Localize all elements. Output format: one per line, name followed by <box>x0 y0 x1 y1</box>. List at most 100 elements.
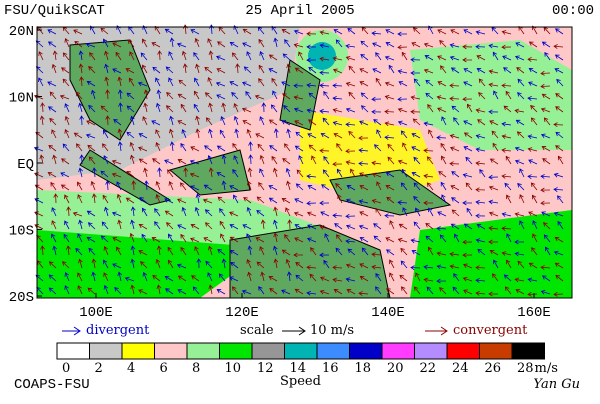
wind-arrow <box>359 237 369 243</box>
wind-arrow <box>491 130 499 139</box>
wind-arrow <box>207 154 213 165</box>
wind-arrow <box>154 221 161 230</box>
wind-arrow <box>503 67 512 74</box>
wind-arrow <box>48 274 57 282</box>
wind-arrow <box>100 235 109 243</box>
wind-arrow <box>440 181 447 191</box>
wind-arrow <box>488 82 499 88</box>
wind-arrow <box>294 237 304 243</box>
wind-arrow <box>177 120 187 126</box>
wind-arrow <box>345 263 356 269</box>
wind-arrow <box>47 29 57 35</box>
header-center: 25 April 2005 <box>245 3 354 19</box>
wind-arrow <box>387 143 395 152</box>
wind-arrow <box>40 245 45 256</box>
wind-arrow <box>359 211 369 217</box>
wind-arrow <box>130 219 135 230</box>
wind-arrow <box>103 38 109 48</box>
wind-arrow <box>345 148 356 154</box>
wind-arrow <box>195 63 200 74</box>
wind-arrow <box>52 245 58 256</box>
wind-arrow <box>117 128 123 139</box>
wind-arrow <box>219 220 226 230</box>
wind-arrow <box>100 27 109 35</box>
wind-arrow <box>294 145 304 152</box>
wind-arrow <box>51 220 57 230</box>
wind-arrow <box>373 119 382 126</box>
arrow-key <box>62 326 81 336</box>
land <box>168 149 251 196</box>
wind-arrow <box>117 76 123 87</box>
wind-arrow <box>309 273 317 282</box>
wind-arrow <box>180 182 187 191</box>
wind-arrow <box>543 117 551 126</box>
wind-arrow <box>103 245 109 256</box>
wind-arrow <box>151 237 161 243</box>
wind-arrow <box>166 91 174 100</box>
colorbar-tick: 26 <box>485 361 502 376</box>
wind-arrow <box>475 44 486 50</box>
wind-arrow <box>194 246 200 256</box>
wind-arrow <box>502 55 512 61</box>
wind-arrow <box>540 174 551 179</box>
wind-arrow <box>154 208 161 217</box>
wind-arrow <box>323 259 330 269</box>
wind-arrow <box>544 51 551 61</box>
lon-label: 140E <box>371 305 405 321</box>
colorbar-tick: 20 <box>387 361 404 376</box>
wind-arrow <box>78 219 83 230</box>
wind-arrow <box>530 182 538 191</box>
wind-arrow <box>466 207 473 217</box>
wind-arrow <box>479 169 486 178</box>
wind-arrow <box>203 145 213 152</box>
wind-arrow <box>554 68 564 74</box>
footer-left: COAPS-FSU <box>14 377 90 393</box>
wind-arrow <box>217 41 226 48</box>
wind-arrow <box>453 273 460 282</box>
wind-arrow <box>493 90 499 100</box>
lat-label: 10N <box>9 91 34 107</box>
wind-arrow <box>359 81 369 87</box>
colorbar-tick: 14 <box>290 361 307 376</box>
wind-arrow <box>142 38 148 48</box>
wind-arrow <box>64 194 70 204</box>
wind-arrow <box>501 30 512 35</box>
wind-arrow <box>348 65 356 74</box>
wind-arrow <box>449 264 460 270</box>
colorbar-tick: 8 <box>192 361 200 376</box>
wind-arrow <box>204 222 213 230</box>
wind-arrow <box>85 133 96 139</box>
wind-arrow <box>332 68 343 74</box>
wind-arrow <box>488 225 499 231</box>
wind-arrow <box>359 263 369 269</box>
wind-arrow <box>245 90 252 100</box>
wind-arrow <box>205 117 213 126</box>
wind-arrow <box>167 169 174 178</box>
wind-arrow <box>516 131 525 139</box>
wind-arrow <box>256 210 265 217</box>
wind-arrow <box>60 172 70 178</box>
wind-arrow <box>60 184 70 191</box>
wind-arrow <box>269 145 278 152</box>
wind-arrow <box>505 155 512 165</box>
wind-arrow <box>336 234 343 243</box>
wind-arrow <box>311 155 317 165</box>
wind-arrow <box>270 104 278 113</box>
wind-arrow <box>436 135 447 141</box>
wind-arrow <box>532 220 538 230</box>
wind-arrow <box>503 105 512 113</box>
wind-arrow <box>413 195 421 204</box>
wind-arrow <box>248 141 253 152</box>
wind-arrow <box>337 194 343 204</box>
wind-arrow <box>488 69 499 75</box>
wind-arrow <box>177 93 187 100</box>
wind-arrow <box>34 224 44 230</box>
wind-arrow <box>332 213 343 218</box>
wind-arrow <box>155 129 161 139</box>
wind-arrow <box>345 277 356 282</box>
wind-arrow <box>75 91 83 100</box>
wind-arrow <box>332 83 343 89</box>
wind-arrow <box>306 200 317 206</box>
wind-arrow <box>104 76 110 87</box>
wind-arrow <box>389 272 395 282</box>
